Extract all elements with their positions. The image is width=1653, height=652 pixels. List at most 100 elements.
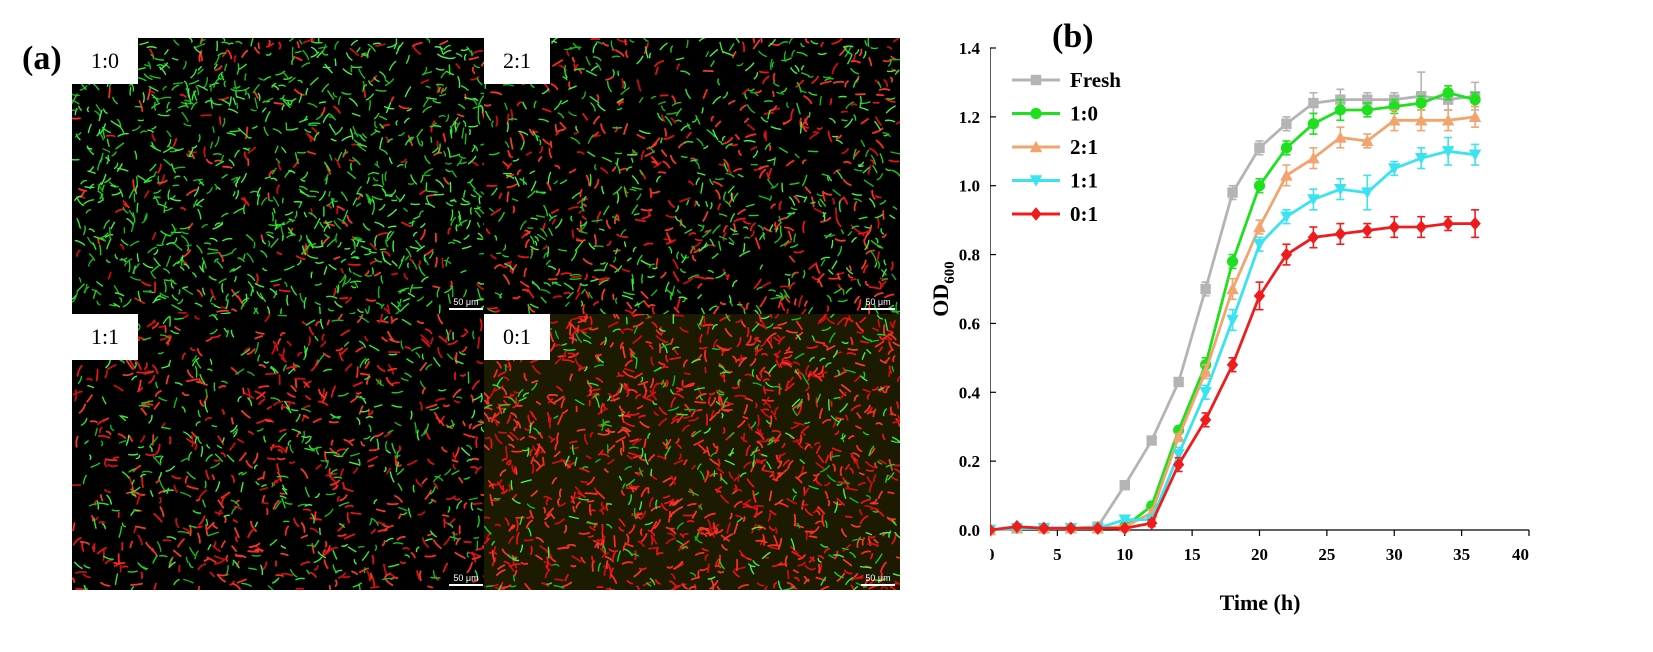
bacterium-cell — [245, 126, 249, 140]
bacterium-cell — [448, 241, 455, 244]
bacterium-cell — [853, 394, 859, 402]
bacterium-cell — [767, 110, 771, 120]
bacterium-cell — [777, 452, 786, 457]
bacterium-cell — [733, 476, 739, 482]
bacterium-cell — [342, 487, 354, 493]
bacterium-cell — [333, 256, 341, 260]
bacterium-cell — [624, 241, 627, 248]
bacterium-cell — [869, 552, 874, 560]
bacterium-cell — [527, 190, 536, 199]
bacterium-cell — [606, 240, 612, 247]
bacterium-cell — [307, 336, 312, 347]
data-point-marker — [1334, 104, 1346, 116]
panel-b-letter: (b) — [1052, 18, 1094, 55]
bacterium-cell — [652, 401, 658, 406]
bacterium-cell — [562, 359, 575, 363]
bacterium-cell — [118, 188, 124, 198]
bacterium-cell — [75, 435, 79, 448]
bacterium-cell — [770, 59, 773, 71]
bacterium-cell — [608, 548, 619, 553]
bacterium-cell — [480, 104, 484, 114]
bacterium-cell — [770, 183, 779, 189]
bacterium-cell — [571, 444, 575, 455]
bacterium-cell — [842, 45, 854, 48]
bacterium-cell — [587, 151, 596, 157]
bacterium-cell — [531, 364, 541, 375]
bacterium-cell — [525, 519, 533, 529]
bacterium-cell — [108, 181, 119, 188]
data-point-marker — [1334, 183, 1347, 196]
bacterium-cell — [836, 419, 842, 426]
bacterium-cell — [471, 409, 476, 419]
bacterium-cell — [346, 214, 353, 224]
bacterium-cell — [72, 108, 79, 111]
bacterium-cell — [341, 447, 349, 457]
bacterium-cell — [568, 205, 579, 210]
bacterium-cell — [357, 144, 367, 152]
bacterium-cell — [892, 436, 900, 443]
bacterium-cell — [651, 306, 656, 314]
bacterium-cell — [197, 66, 202, 71]
bacterium-cell — [237, 127, 248, 137]
bacterium-cell — [72, 93, 78, 104]
bacterium-cell — [72, 93, 80, 97]
bacterium-cell — [830, 415, 840, 423]
bacterium-cell — [136, 386, 144, 393]
bacterium-cell — [815, 478, 820, 485]
bacterium-cell — [376, 232, 389, 237]
bacterium-cell — [758, 165, 769, 171]
bacterium-cell — [127, 570, 138, 573]
bacterium-cell — [740, 320, 747, 328]
bacterium-cell — [819, 585, 830, 590]
bacterium-cell — [588, 388, 592, 396]
bacterium-cell — [833, 288, 843, 294]
bacterium-cell — [670, 396, 676, 408]
bacterium-cell — [581, 288, 586, 294]
legend-label: 2:1 — [1070, 135, 1098, 159]
bacterium-cell — [877, 261, 881, 269]
bacterium-cell — [272, 499, 280, 510]
bacterium-cell — [288, 218, 294, 223]
bacterium-cell — [333, 287, 337, 297]
bacterium-cell — [840, 229, 844, 235]
bacterium-cell — [208, 275, 217, 281]
bacterium-cell — [766, 461, 772, 470]
bacterium-cell — [409, 284, 414, 293]
bacterium-cell — [828, 554, 835, 559]
bacterium-cell — [723, 191, 727, 201]
bacterium-cell — [318, 46, 328, 49]
bacterium-cell — [87, 123, 92, 134]
bacterium-cell — [460, 332, 467, 338]
bacterium-cell — [784, 240, 792, 247]
bacterium-cell — [427, 458, 435, 465]
bacterium-cell — [269, 539, 278, 546]
bacterium-cell — [786, 102, 789, 108]
bacterium-cell — [602, 544, 607, 553]
bacterium-cell — [346, 52, 353, 61]
bacterium-cell — [451, 285, 454, 298]
bacterium-cell — [321, 333, 325, 341]
bacterium-cell — [787, 230, 793, 241]
bacterium-cell — [620, 428, 632, 432]
bacterium-cell — [279, 495, 287, 499]
bacterium-cell — [507, 149, 512, 157]
bacterium-cell — [835, 207, 838, 218]
bacterium-cell — [681, 545, 688, 550]
bacterium-cell — [214, 222, 221, 227]
bacterium-cell — [508, 443, 515, 449]
bacterium-cell — [879, 531, 891, 535]
bacterium-cell — [599, 507, 608, 512]
bacterium-cell — [547, 265, 557, 270]
bacterium-cell — [97, 502, 109, 506]
bacterium-cell — [516, 519, 519, 532]
bacterium-cell — [183, 122, 192, 127]
bacterium-cell — [769, 314, 773, 318]
bacterium-cell — [595, 377, 604, 383]
bacterium-cell — [668, 406, 680, 412]
bacterium-cell — [531, 411, 537, 421]
bacterium-cell — [371, 575, 376, 587]
bacterium-cell — [800, 425, 810, 434]
bacterium-cell — [645, 341, 653, 345]
bacterium-cell — [214, 159, 222, 163]
bacterium-cell — [838, 95, 847, 98]
